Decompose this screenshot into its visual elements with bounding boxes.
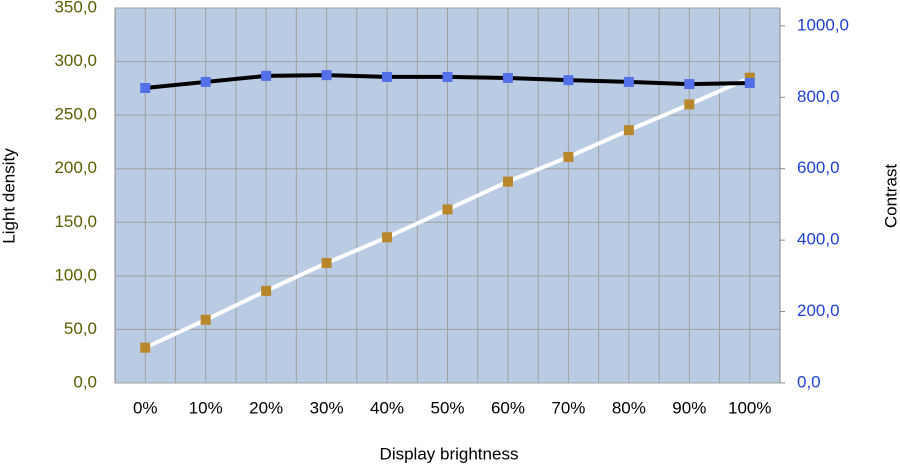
- marker: [502, 73, 513, 83]
- y-tick-label: 350,0: [54, 0, 97, 16]
- y2-tick-label: 200,0: [797, 301, 840, 320]
- y-tick-label: 250,0: [54, 105, 97, 124]
- x-tick-label: 60%: [491, 398, 525, 417]
- y-axis-title: Light density: [0, 148, 18, 244]
- marker: [623, 76, 634, 87]
- marker: [140, 83, 151, 93]
- marker: [563, 151, 574, 162]
- x-tick-label: 10%: [189, 398, 223, 417]
- x-tick-label: 100%: [728, 398, 771, 417]
- y-tick-label: 150,0: [54, 212, 97, 231]
- marker: [382, 232, 393, 243]
- marker: [744, 72, 755, 83]
- x-tick-label: 30%: [310, 398, 344, 417]
- y2-tick-label: 0,0: [797, 372, 821, 391]
- marker: [442, 204, 453, 215]
- y2-tick-label: 1000,0: [797, 15, 849, 34]
- marker: [321, 70, 332, 81]
- x-tick-label: 90%: [672, 398, 706, 417]
- y-tick-label: 100,0: [54, 265, 97, 284]
- x-tick-label: 80%: [612, 398, 646, 417]
- marker: [684, 99, 695, 110]
- marker: [684, 79, 695, 90]
- y2-tick-label: 800,0: [797, 87, 840, 106]
- x-tick-label: 50%: [430, 398, 464, 417]
- y-tick-label: 0,0: [73, 372, 97, 391]
- y2-tick-label: 600,0: [797, 158, 840, 177]
- x-axis-title: Display brightness: [380, 444, 519, 463]
- marker: [261, 70, 272, 81]
- x-tick-label: 20%: [249, 398, 283, 417]
- marker: [140, 342, 151, 353]
- marker: [200, 76, 211, 87]
- y2-axis-title: Contrast: [881, 164, 900, 229]
- y-tick-label: 200,0: [54, 158, 97, 177]
- y-tick-label: 300,0: [54, 51, 97, 70]
- y2-tick-label: 400,0: [797, 230, 840, 249]
- marker: [200, 314, 211, 325]
- x-tick-label: 70%: [551, 398, 585, 417]
- marker: [261, 285, 272, 296]
- marker: [563, 75, 574, 86]
- x-tick-label: 40%: [370, 398, 404, 417]
- marker: [502, 176, 513, 187]
- marker: [382, 71, 393, 82]
- x-tick-label: 0%: [133, 398, 158, 417]
- marker: [623, 125, 634, 136]
- y-tick-label: 50,0: [64, 319, 97, 338]
- marker: [321, 258, 332, 268]
- marker: [442, 71, 453, 82]
- marker: [744, 78, 755, 88]
